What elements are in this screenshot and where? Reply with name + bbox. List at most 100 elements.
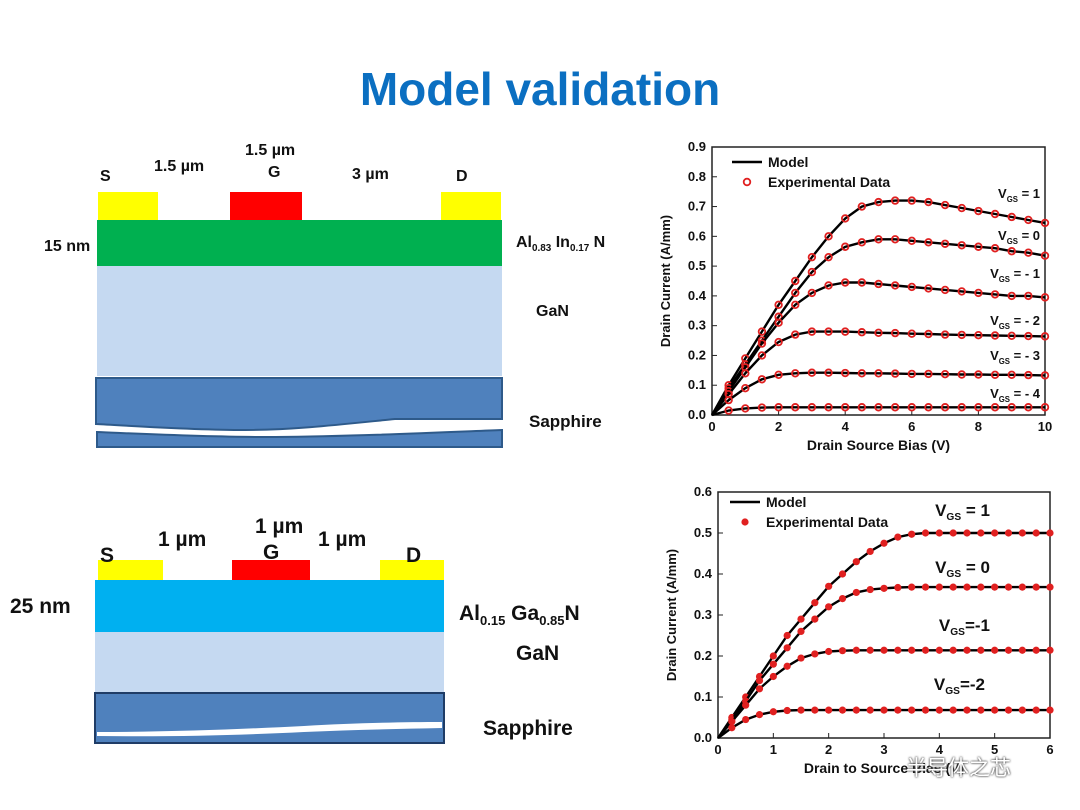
chart_data.0-data-point — [1024, 215, 1033, 225]
chart_data.0-data-point — [1040, 371, 1050, 380]
chart_data.0-xtick-label: 4 — [842, 419, 850, 434]
chart_data.1-data-point — [977, 646, 985, 654]
chart_data.1-data-point — [908, 583, 916, 591]
chart_data.0-data-point — [824, 232, 833, 241]
chart_data.0-data-point — [824, 281, 833, 290]
chart_data.1-data-point — [894, 706, 902, 714]
chart_data.0-data-point — [974, 206, 983, 216]
chart_data.1-data-point — [811, 599, 819, 607]
chart_data.1-data-point — [1004, 583, 1013, 591]
chart_data.0-data-point — [874, 403, 883, 412]
chart_data.1-data-point — [769, 708, 777, 716]
bottom-gan-label: GaN — [516, 642, 560, 665]
chart_data.1-data-point — [1032, 583, 1040, 591]
bottom-gate-contact — [232, 560, 310, 580]
chart_data.0-data-point — [907, 282, 916, 292]
chart_data.0-model-line-1 — [710, 238, 1046, 416]
chart_data.0-data-point — [757, 375, 767, 384]
bottom-sapphire-substrate — [94, 692, 445, 744]
top-gate-label: G — [268, 164, 281, 181]
chart_data.0-plot-frame — [711, 146, 1046, 416]
chart_data.0-data-point — [1007, 403, 1016, 412]
chart_data.0-data-point — [807, 327, 817, 336]
chart_data.0-data-point — [907, 236, 916, 245]
chart_data.1-ytick-label: 0.5 — [694, 525, 712, 540]
chart_data.0-model-line-5 — [711, 406, 1045, 417]
chart_data.1-legend-model-label: Model — [766, 494, 806, 510]
chart_data.0-data-point — [840, 214, 850, 223]
chart_data.0-data-point — [1007, 247, 1016, 256]
top-sapphire-label: Sapphire — [529, 412, 602, 431]
chart_data.0-data-point — [990, 209, 1000, 219]
bottom-iv-chart: 0 1 2 3 4 5 6 0.0 0.1 0.2 0.3 0.4 0.5 0.6 Drain to Sou… — [664, 484, 1054, 776]
chart_data.1-data-point — [935, 529, 943, 537]
chart_data.1-series-label-2: VGS=-1 — [939, 616, 990, 638]
chart_data.0-ytick-label: 0.6 — [688, 228, 706, 243]
chart_data.1-data-point — [838, 647, 847, 655]
chart_data.0-ytick-label: 0.9 — [688, 139, 706, 154]
chart_data.0-data-point — [957, 330, 966, 340]
chart_data.0-data-point — [924, 238, 933, 247]
chart_data.1-data-point — [949, 529, 957, 537]
chart_data.0-data-point — [957, 241, 966, 250]
watermark-text: 半导体之芯 — [906, 757, 1011, 780]
chart_data.0-data-point — [1040, 293, 1050, 302]
bottom-source-contact — [98, 560, 163, 580]
chart_data.0-data-point — [940, 200, 950, 210]
chart_data.0-series-label-5: VGS = - 4 — [990, 386, 1041, 404]
chart_data.1-data-point — [742, 701, 750, 709]
chart_data.1-data-point — [852, 646, 860, 654]
chart_data.1-data-point — [949, 583, 957, 591]
chart_data.1-data-point — [991, 706, 999, 714]
top-gate-contact — [230, 192, 302, 220]
chart_data.1-data-point — [852, 558, 860, 566]
chart_data.1-yaxis-label: Drain Current (A/mm) — [664, 549, 679, 681]
chart_data.1-data-point — [783, 662, 791, 670]
chart_data.0-data-point — [890, 328, 900, 338]
chart_data.1-legend-data-label: Experimental Data — [766, 514, 888, 530]
bottom-barrier-layer — [95, 580, 444, 632]
top-gap-left-label: 1.5 µm — [154, 158, 205, 175]
chart_data.0-data-point — [990, 290, 1000, 299]
chart_data.0-data-point — [840, 327, 850, 336]
chart_data.0-data-point — [974, 330, 983, 340]
chart_data.0-data-point — [741, 404, 750, 413]
chart_data.0-data-point — [807, 368, 817, 377]
chart_data.0-ytick-label: 0.0 — [688, 407, 706, 422]
chart_data.0-xtick-label: 10 — [1038, 419, 1052, 434]
chart_data.1-data-point — [728, 718, 736, 726]
chart_data.1-data-point — [880, 539, 888, 547]
chart_data.0-data-point — [824, 403, 833, 412]
chart_data.1-data-point — [880, 584, 888, 592]
chart_data.0-data-point — [1024, 403, 1033, 412]
chart_data.1-ytick-label: 0.3 — [694, 607, 712, 622]
chart_data.0-data-point — [807, 403, 817, 412]
top-gate-length-label: 1.5 µm — [245, 142, 296, 159]
chart_data.0-data-point — [1040, 403, 1050, 412]
chart_data.1-data-point — [728, 724, 736, 732]
chart_data.0-ytick-label: 0.4 — [688, 288, 707, 303]
chart_data.1-data-point — [1004, 706, 1013, 714]
page-title: Model validation — [359, 63, 721, 115]
chart_data.0-data-point — [1024, 331, 1033, 341]
chart_data.1-data-point — [866, 706, 874, 714]
chart_data.1-ytick-label: 0.2 — [694, 648, 712, 663]
chart_data.0-data-point — [824, 368, 833, 377]
chart_data.1-data-point — [838, 595, 847, 603]
chart_data.0-data-point — [990, 370, 1000, 379]
chart_data.0-data-point — [824, 252, 833, 262]
chart_data.1-xtick-label: 0 — [714, 742, 721, 757]
chart_data.1-data-point — [866, 646, 874, 654]
chart_data.0-data-point — [957, 370, 966, 379]
chart_data.1-data-point — [797, 627, 805, 635]
chart_data.1-data-point — [1004, 529, 1013, 537]
chart_data.1-series-label-0: VGS = 1 — [935, 501, 990, 523]
chart_data.0-data-point — [924, 197, 933, 207]
chart_data.0-data-point — [924, 403, 933, 412]
chart_data.0-data-point — [874, 197, 883, 207]
chart_data.0-data-point — [857, 328, 867, 337]
top-sapphire-substrate — [95, 377, 503, 448]
chart_data.1-data-point — [1018, 706, 1026, 714]
chart_data.0-legend-data-label: Experimental Data — [768, 174, 890, 190]
chart_data.0-data-point — [890, 196, 900, 205]
